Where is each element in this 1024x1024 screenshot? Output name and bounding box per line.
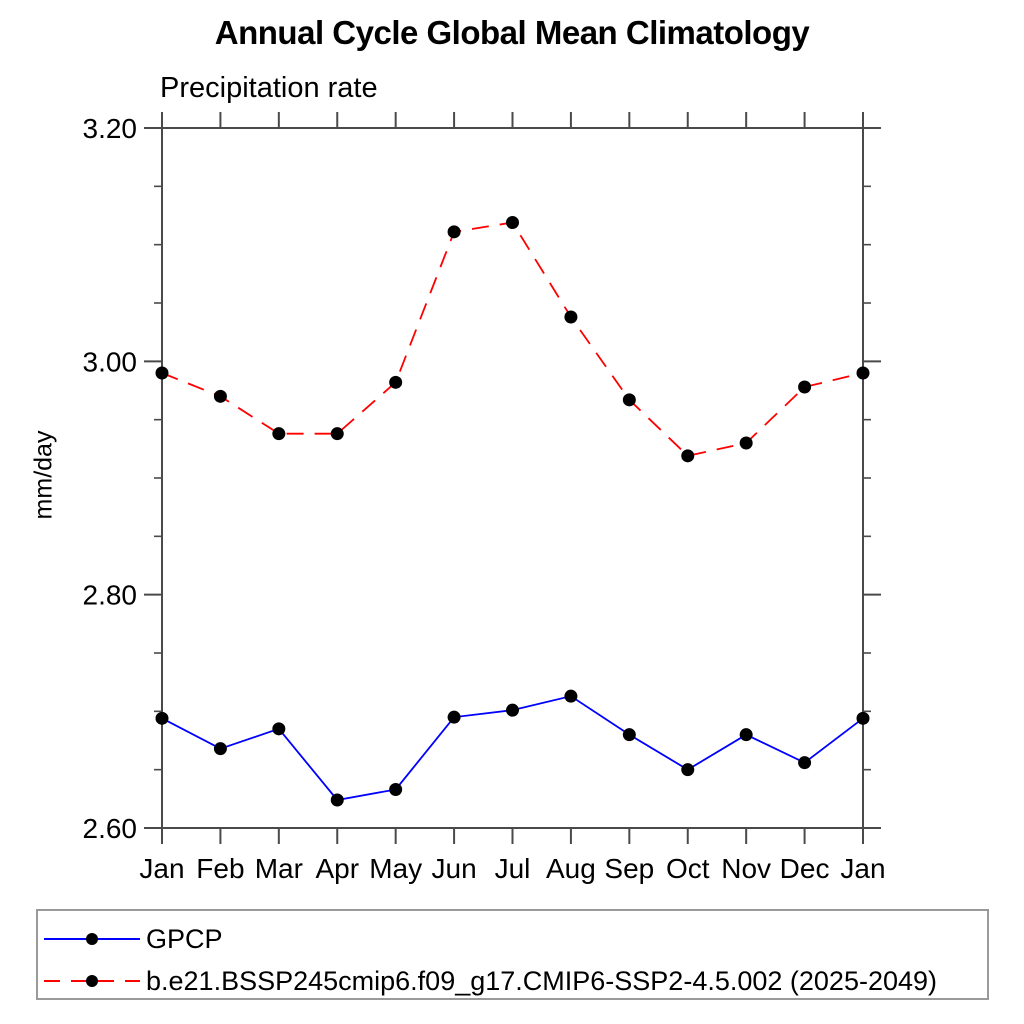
data-point-marker [272,427,286,441]
data-point-marker [856,366,870,380]
x-tick-label: Jan [840,853,885,884]
y-tick-label: 2.80 [83,580,138,611]
legend-line-sample-model [44,975,140,987]
data-point-marker [622,728,636,742]
data-point-marker [564,310,578,324]
chart-subtitle: Precipitation rate [160,72,378,104]
legend-line-sample-gpcp [44,933,140,945]
data-point-marker [330,427,344,441]
x-tick-label: Feb [196,853,244,884]
x-tick-label: Jul [495,853,531,884]
x-tick-label: Dec [780,853,830,884]
data-point-marker [798,756,812,770]
x-tick-label: Jun [432,853,477,884]
series-line-1 [161,221,864,457]
legend-item-gpcp: GPCP [42,924,223,954]
data-point-marker [506,703,519,717]
x-tick-label: Apr [315,853,359,884]
data-point-marker [506,216,519,229]
data-point-marker [389,783,403,796]
data-point-marker [739,728,753,742]
plot-frame [161,127,864,829]
data-point-marker [681,449,695,463]
data-point-marker [155,366,169,380]
data-point-marker [330,793,344,807]
x-tick-label: Mar [255,853,303,884]
data-point-marker [389,375,403,389]
legend-label-model: b.e21.BSSP245cmip6.f09_g17.CMIP6-SSP2-4.… [146,965,938,996]
data-point-marker [272,722,286,736]
y-tick-label: 3.20 [83,113,138,144]
legend-item-model: b.e21.BSSP245cmip6.f09_g17.CMIP6-SSP2-4.… [42,966,937,996]
data-point-marker [447,710,461,724]
data-point-marker [798,380,812,394]
y-tick-label: 2.60 [83,813,138,844]
legend-sample-marker [86,975,98,987]
x-tick-label: May [369,853,422,884]
data-point-marker [155,711,169,725]
x-tick-label: Jan [139,853,184,884]
legend-sample-marker [86,933,98,945]
data-point-marker [739,436,753,450]
data-point-marker [622,393,636,407]
x-tick-label: Aug [546,853,596,884]
x-tick-label: Oct [666,853,710,884]
y-tick-label: 3.00 [83,346,138,377]
data-point-marker [213,389,227,403]
data-point-marker [856,711,870,725]
data-point-marker [681,763,695,777]
data-point-marker [447,225,461,239]
legend-label-gpcp: GPCP [146,923,223,954]
x-tick-label: Nov [721,853,771,884]
data-point-marker [213,742,227,756]
chart-title: Annual Cycle Global Mean Climatology [214,14,810,51]
legend: GPCP b.e21.BSSP245cmip6.f09_g17.CMIP6-SS… [36,909,989,1000]
data-point-marker [564,689,578,703]
x-tick-label: Sep [604,853,654,884]
